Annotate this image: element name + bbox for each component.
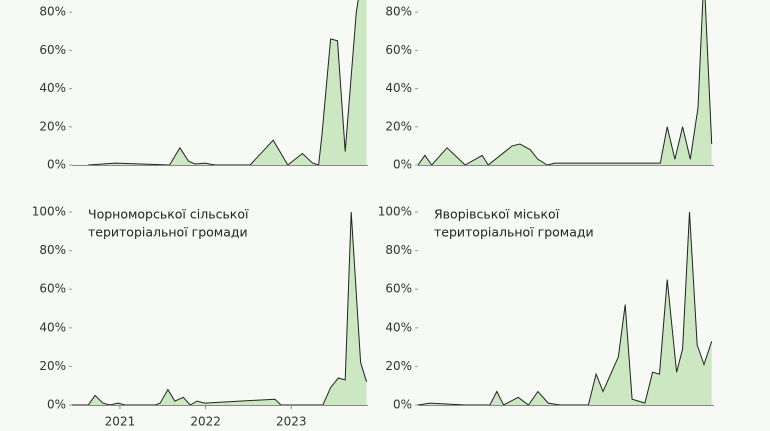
x-tick-label: 2023 xyxy=(276,415,307,429)
panel-title: територіальної громади xyxy=(88,225,248,240)
y-tick-label: 80% xyxy=(385,5,412,19)
y-tick-label: 80% xyxy=(39,243,66,257)
line xyxy=(72,211,368,406)
y-tick-label: 80% xyxy=(39,5,66,19)
panel-title: територіальної громади xyxy=(434,225,594,240)
y-tick-label: 100% xyxy=(32,205,66,219)
y-tick-label: 60% xyxy=(385,43,412,57)
panel-title: Яворівської міської xyxy=(434,207,560,222)
y-tick-label: 0% xyxy=(393,158,412,172)
y-tick-label: 20% xyxy=(39,359,66,373)
y-tick-label: 40% xyxy=(385,81,412,95)
y-tick-label: 0% xyxy=(47,398,66,412)
y-tick-label: 0% xyxy=(393,398,412,412)
area xyxy=(418,212,712,405)
y-tick-label: 100% xyxy=(378,205,412,219)
area xyxy=(88,0,367,165)
y-tick-label: 60% xyxy=(385,282,412,296)
y-tick-label: 40% xyxy=(39,81,66,95)
y-tick-label: 60% xyxy=(39,282,66,296)
y-tick-label: 20% xyxy=(385,359,412,373)
line xyxy=(417,0,713,166)
y-tick-label: 20% xyxy=(385,119,412,133)
y-tick-label: 40% xyxy=(385,320,412,334)
panel-title: Чорноморської сільської xyxy=(88,207,249,222)
y-tick-label: 60% xyxy=(39,43,66,57)
line xyxy=(417,211,713,406)
area xyxy=(72,212,367,405)
area xyxy=(418,0,712,165)
x-tick-label: 2021 xyxy=(105,415,136,429)
y-tick-label: 80% xyxy=(385,243,412,257)
y-tick-label: 40% xyxy=(39,320,66,334)
x-tick-label: 2022 xyxy=(190,415,221,429)
y-tick-label: 0% xyxy=(47,158,66,172)
y-tick-label: 20% xyxy=(39,119,66,133)
